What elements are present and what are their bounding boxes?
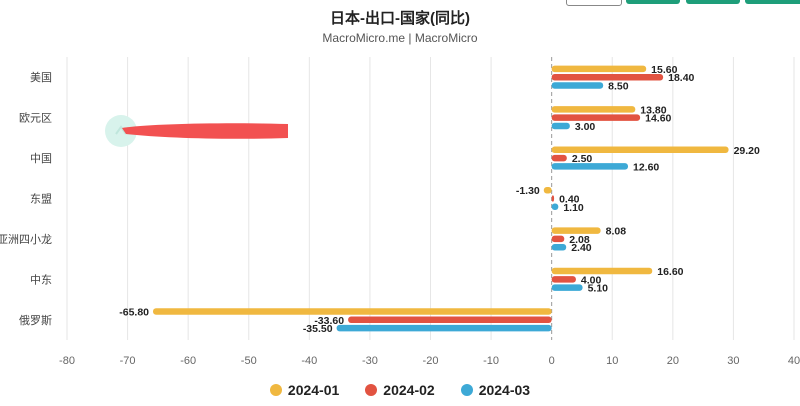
x-tick-label: 30 (727, 355, 739, 367)
category-label: 俄罗斯 (19, 314, 52, 327)
data-label: 15.60 (651, 64, 677, 76)
category-label: 欧元区 (19, 112, 52, 125)
data-label: 4.00 (581, 274, 602, 286)
legend-item-2024-02[interactable]: 2024-02 (365, 382, 435, 398)
top-button-outline[interactable] (566, 0, 622, 6)
x-tick-label: 0 (549, 355, 555, 367)
category-label: 亚洲四小龙 (0, 233, 52, 246)
x-tick-label: -10 (483, 355, 499, 367)
data-label: -35.50 (303, 323, 333, 335)
data-label: 14.60 (645, 113, 671, 125)
data-label: 5.10 (588, 283, 609, 295)
bar-2024-03 (551, 203, 559, 211)
bar-2024-03 (336, 324, 552, 332)
bar-2024-03 (551, 163, 629, 170)
x-tick-label: -60 (180, 355, 196, 367)
data-label: 8.50 (608, 81, 629, 93)
data-label: 13.80 (640, 104, 666, 116)
top-button-1[interactable] (626, 0, 680, 4)
data-label: 0.40 (559, 194, 580, 206)
legend-item-2024-01[interactable]: 2024-01 (269, 382, 340, 398)
legend-label: 2024-03 (478, 382, 531, 398)
data-label: -1.30 (516, 185, 540, 197)
category-label: 中东 (30, 273, 52, 286)
bar-2024-02 (551, 235, 565, 243)
legend-item-2024-03[interactable]: 2024-03 (460, 382, 531, 398)
bar-2024-01 (551, 106, 636, 113)
x-tick-label: 20 (667, 355, 679, 367)
legend-swatch (460, 384, 473, 396)
data-label: 2.08 (569, 234, 590, 246)
legend-swatch (269, 384, 282, 396)
bar-2024-02 (551, 154, 567, 162)
legend-label: 2024-01 (287, 382, 340, 398)
bar-2024-02 (551, 114, 641, 121)
bar-2024-03 (551, 82, 604, 89)
data-label: 29.20 (734, 145, 760, 157)
x-tick-label: -40 (301, 355, 317, 367)
x-tick-label: -30 (362, 355, 378, 367)
x-tick-label: -70 (120, 355, 136, 367)
redaction-scribble (105, 115, 288, 147)
bar-2024-03 (551, 122, 570, 130)
x-tick-label: 10 (606, 355, 618, 367)
data-label: -33.60 (314, 315, 344, 327)
x-tick-label: -20 (423, 355, 439, 367)
bar-2024-02 (551, 195, 555, 202)
chart-subtitle: MacroMicro.me | MacroMicro (322, 31, 478, 45)
legend: 2024-01 2024-02 2024-03 (0, 382, 800, 398)
data-label: 18.40 (668, 72, 694, 84)
bar-2024-02 (551, 276, 576, 283)
legend-swatch (365, 384, 378, 396)
bar-2024-01 (153, 308, 552, 315)
bar-2024-01 (551, 267, 653, 275)
bar-2024-02 (551, 73, 664, 81)
data-label: 12.60 (633, 161, 659, 173)
data-label: 2.50 (572, 153, 593, 165)
chart-title: 日本-出口-国家(同比) (330, 10, 470, 27)
bar-2024-03 (551, 284, 583, 291)
legend-label: 2024-02 (383, 382, 435, 398)
bar-2024-03 (551, 243, 567, 251)
data-label: 3.00 (575, 121, 596, 133)
x-tick-label: -50 (241, 355, 257, 367)
category-label: 中国 (30, 152, 52, 165)
x-tick-label: -80 (59, 355, 75, 367)
x-tick-label: 40 (788, 355, 800, 367)
data-label: -65.80 (119, 306, 149, 318)
data-label: 2.40 (571, 242, 592, 254)
bar-2024-01 (551, 65, 647, 73)
bar-2024-02 (348, 316, 552, 324)
category-label: 东盟 (30, 193, 52, 206)
bar-2024-01 (551, 227, 601, 234)
category-label: 美国 (30, 71, 52, 84)
data-label: 16.60 (657, 266, 683, 278)
data-label: 8.08 (606, 226, 627, 238)
top-button-3[interactable] (745, 0, 800, 4)
bar-2024-01 (543, 186, 552, 194)
data-label: 1.10 (563, 202, 584, 214)
top-button-2[interactable] (686, 0, 740, 4)
bar-2024-01 (551, 146, 729, 154)
